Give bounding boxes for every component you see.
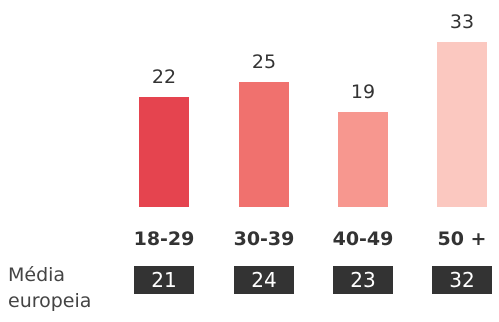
category-label: 18-29 <box>134 228 195 250</box>
bar-40-49 <box>338 112 388 207</box>
european-average-value: 21 <box>134 266 194 294</box>
category-label: 30-39 <box>234 228 295 250</box>
bar-50 <box>437 42 487 207</box>
european-average-value: 24 <box>234 266 294 294</box>
bar-value-label: 19 <box>351 81 375 103</box>
bar-value-label: 25 <box>252 51 276 73</box>
category-label: 40-49 <box>333 228 394 250</box>
category-label: 50 + <box>438 228 487 250</box>
european-average-value: 23 <box>333 266 393 294</box>
european-average-label: Média europeia <box>8 264 92 312</box>
bar-value-label: 22 <box>152 66 176 88</box>
bar-30-39 <box>239 82 289 207</box>
bar-18-29 <box>139 97 189 207</box>
bar-value-label: 33 <box>450 11 474 33</box>
european-average-value: 32 <box>432 266 492 294</box>
